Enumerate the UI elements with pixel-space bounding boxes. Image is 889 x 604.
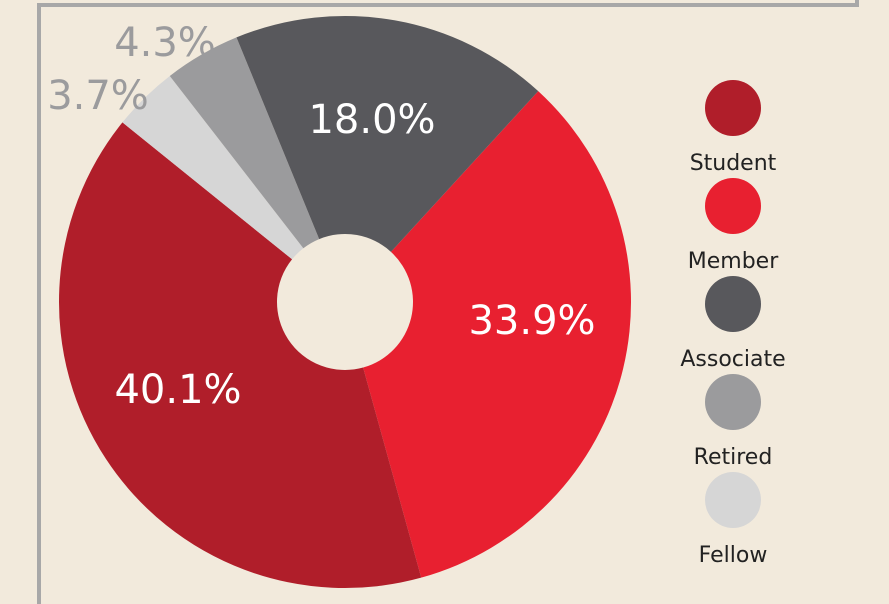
legend-label: Member: [688, 249, 779, 274]
value-label: 18.0%: [308, 97, 435, 143]
slice: [169, 37, 320, 249]
slice: [59, 122, 422, 588]
legend-swatch: [705, 472, 761, 528]
slice: [122, 75, 304, 260]
slice: [236, 15, 539, 252]
legend: Student Member Associate Retired Fellow: [680, 80, 786, 568]
legend-label: Student: [690, 151, 777, 176]
legend-swatch: [705, 80, 761, 136]
legend-swatch: [705, 374, 761, 430]
value-label: 3.7%: [47, 73, 149, 119]
value-label: 4.3%: [114, 20, 216, 66]
legend-swatch: [705, 276, 761, 332]
value-label: 40.1%: [114, 367, 241, 413]
value-label: 33.9%: [468, 298, 595, 344]
legend-swatch: [705, 178, 761, 234]
legend-label: Associate: [680, 347, 785, 372]
slice: [363, 91, 632, 578]
frame: [37, 0, 859, 604]
legend-label: Fellow: [699, 543, 768, 568]
donut: 33.9% 40.1% 3.7% 4.3% 18.0%: [47, 15, 632, 588]
legend-label: Retired: [694, 445, 773, 470]
